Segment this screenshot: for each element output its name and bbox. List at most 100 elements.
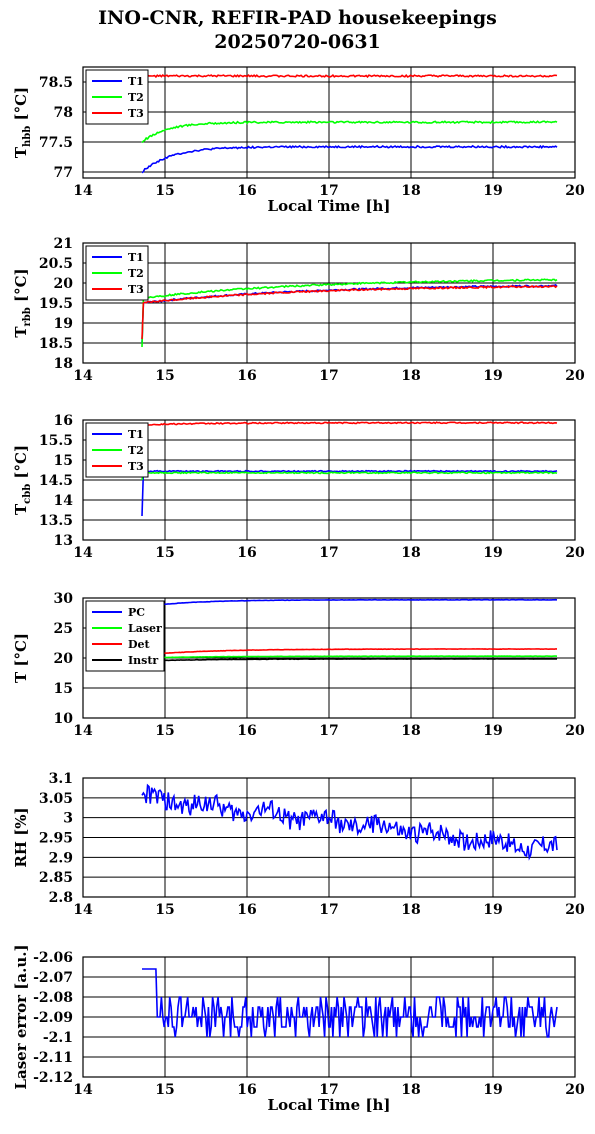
y-tick-label: 2.8: [49, 890, 73, 906]
legend: T1 T2 T3: [85, 245, 149, 301]
series-line-t3: [141, 73, 558, 79]
y-tick-label: 78: [54, 105, 73, 121]
series-line-t2: [141, 278, 558, 348]
x-tick-label: 19: [483, 368, 502, 384]
x-tick-label: 14: [73, 368, 93, 384]
x-tick-label: 16: [237, 545, 256, 561]
plot-frame: [82, 956, 576, 1078]
y-tick-label: 15: [54, 681, 73, 697]
chart-panel-4: 14 15 16 17 18 19 20 10 15 20 25 30 T [°C] PC Laser Det…: [12, 591, 585, 739]
series-line-instr: [141, 657, 558, 662]
y-tick-label: 3: [63, 811, 73, 827]
y-axis-label: Thbb [°C]: [12, 87, 33, 158]
y-tick-label: 15: [54, 453, 73, 469]
y-tick-label: 3.1: [49, 771, 73, 787]
plot-frame: [82, 597, 576, 719]
y-tick-label: -2.06: [33, 950, 73, 966]
legend-label: T3: [128, 107, 144, 120]
x-tick-label: 20: [565, 545, 585, 561]
y-tick-label: 18: [54, 356, 73, 372]
y-axis-label: RH [%]: [12, 807, 30, 867]
y-tick-label: 2.9: [49, 850, 73, 866]
x-tick-label: 17: [319, 368, 338, 384]
y-tick-label: 2.85: [39, 870, 73, 886]
legend-label: T2: [128, 91, 144, 104]
legend-label: T2: [128, 444, 144, 457]
x-tick-label: 16: [237, 1082, 256, 1098]
legend: T1 T2 T3: [85, 422, 149, 478]
x-tick-label: 20: [565, 368, 585, 384]
x-tick-label: 20: [565, 183, 585, 199]
chart-panel-1: 14 15 16 17 18 19 20 77 77.5 78 78.5 Thbb [°C] Local…: [12, 66, 585, 215]
x-tick-label: 16: [237, 902, 256, 918]
legend: PC Laser Det Instr: [85, 600, 165, 672]
series-line-value: [141, 783, 558, 861]
legend-label: PC: [128, 606, 145, 619]
y-tick-label: 18.5: [39, 336, 73, 352]
x-tick-label: 15: [155, 723, 174, 739]
y-tick-label: -2.11: [33, 1050, 73, 1066]
x-tick-label: 15: [155, 183, 174, 199]
plot-frame: [82, 242, 576, 364]
x-tick-label: 20: [565, 902, 585, 918]
y-tick-label: 21: [54, 236, 73, 252]
y-tick-label: 20: [54, 276, 74, 292]
x-tick-label: 14: [73, 902, 93, 918]
y-tick-label: -2.12: [33, 1070, 73, 1086]
series-line-t1: [141, 469, 558, 517]
y-axis-label: T [°C]: [12, 633, 30, 683]
series-line-t3: [141, 284, 558, 340]
x-tick-label: 19: [483, 1082, 502, 1098]
legend-label: T2: [128, 267, 144, 280]
title-line-2: 20250720-0631: [214, 31, 381, 53]
y-tick-label: 10: [54, 711, 74, 727]
x-tick-label: 20: [565, 1082, 585, 1098]
x-tick-label: 17: [319, 183, 338, 199]
legend-box: [85, 245, 149, 301]
x-tick-label: 16: [237, 723, 256, 739]
plot-frame: [82, 419, 576, 541]
x-tick-label: 17: [319, 902, 338, 918]
x-tick-label: 18: [401, 545, 420, 561]
y-axis-label: Trbb [°C]: [12, 268, 33, 337]
y-tick-label: -2.07: [33, 970, 73, 986]
x-tick-label: 15: [155, 1082, 174, 1098]
legend-label: T1: [128, 428, 144, 441]
y-tick-label: 13: [54, 533, 73, 549]
y-tick-label: 19.5: [39, 296, 73, 312]
chart-panel-6: 14 15 16 17 18 19 20 -2.12 -2.11 -2.1 -2.09 -2.08 -2…: [12, 944, 585, 1114]
series-line-t1: [141, 283, 558, 344]
x-tick-label: 14: [73, 545, 93, 561]
x-tick-label: 18: [401, 723, 420, 739]
x-tick-label: 17: [319, 1082, 338, 1098]
series-line-det: [141, 647, 557, 656]
x-tick-label: 14: [73, 1082, 93, 1098]
y-tick-label: 20: [54, 651, 74, 667]
y-tick-label: 16: [54, 413, 73, 429]
x-tick-label: 17: [319, 723, 338, 739]
y-tick-label: 77: [54, 165, 73, 181]
x-tick-label: 19: [483, 902, 502, 918]
x-tick-label: 15: [155, 368, 174, 384]
legend-label: T3: [128, 283, 144, 296]
x-tick-label: 19: [483, 723, 502, 739]
x-axis-label: Local Time [h]: [268, 1096, 391, 1114]
x-tick-label: 14: [73, 183, 93, 199]
y-tick-label: -2.09: [33, 1010, 73, 1026]
y-axis-label: Tcbb [°C]: [12, 445, 33, 515]
y-tick-label: 77.5: [39, 135, 73, 151]
x-tick-label: 20: [565, 723, 585, 739]
x-tick-label: 14: [73, 723, 93, 739]
series-line-t3: [141, 421, 558, 426]
plot-frame: [82, 66, 576, 179]
chart-panel-5: 14 15 16 17 18 19 20 2.8 2.85 2.9 2.95 3 3.05 3.1 RH […: [12, 771, 585, 918]
x-tick-label: 19: [483, 545, 502, 561]
series-line-t2: [141, 471, 558, 481]
plot-frame: [82, 777, 576, 898]
legend-label: Laser: [128, 622, 162, 635]
x-tick-label: 18: [401, 183, 420, 199]
series-line-t2: [141, 120, 558, 144]
legend-label: T3: [128, 460, 144, 473]
y-tick-label: 19: [54, 316, 73, 332]
